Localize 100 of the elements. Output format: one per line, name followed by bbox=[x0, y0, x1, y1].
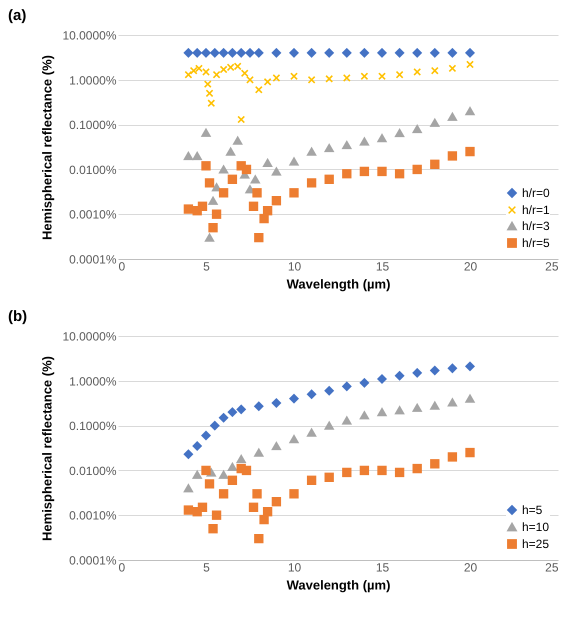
y-tick-label: 10.0000% bbox=[62, 330, 117, 344]
point bbox=[412, 48, 422, 58]
point bbox=[412, 368, 422, 378]
point bbox=[377, 134, 387, 142]
point bbox=[252, 489, 262, 498]
point bbox=[192, 48, 202, 58]
point bbox=[465, 48, 475, 58]
point bbox=[236, 454, 246, 464]
point bbox=[377, 374, 387, 384]
point bbox=[308, 76, 316, 84]
point bbox=[228, 407, 238, 417]
point bbox=[218, 470, 228, 479]
point bbox=[413, 68, 422, 76]
point bbox=[465, 146, 475, 156]
point bbox=[207, 99, 216, 108]
point bbox=[204, 479, 214, 489]
point bbox=[245, 48, 255, 58]
point bbox=[242, 466, 252, 476]
point bbox=[218, 48, 228, 58]
y-axis-title: Hemispherical reflectance (%) bbox=[39, 55, 54, 240]
point bbox=[378, 72, 386, 80]
point bbox=[289, 394, 299, 404]
point bbox=[234, 62, 242, 70]
point bbox=[342, 140, 352, 150]
x-tick-label: 15 bbox=[376, 260, 390, 274]
point bbox=[448, 452, 458, 462]
point bbox=[201, 161, 211, 171]
y-tick-label: 0.0001% bbox=[69, 554, 117, 568]
point bbox=[272, 497, 282, 506]
point bbox=[465, 448, 475, 458]
point bbox=[248, 502, 258, 512]
x-tick-label: 15 bbox=[376, 560, 390, 574]
point bbox=[184, 70, 192, 79]
point bbox=[184, 450, 194, 459]
point bbox=[272, 74, 280, 82]
point bbox=[228, 462, 238, 472]
point bbox=[412, 164, 422, 174]
point bbox=[325, 74, 334, 83]
y-tick-label: 0.0010% bbox=[69, 208, 117, 222]
point bbox=[360, 466, 370, 476]
point bbox=[324, 386, 334, 396]
point bbox=[198, 502, 208, 512]
point bbox=[226, 63, 235, 72]
point bbox=[430, 66, 439, 75]
point bbox=[430, 48, 440, 58]
point bbox=[430, 459, 440, 469]
point bbox=[448, 64, 456, 72]
x-tick-label: 25 bbox=[545, 260, 559, 274]
point bbox=[264, 78, 272, 86]
point bbox=[228, 476, 238, 486]
legend-label: h=10 bbox=[522, 520, 550, 534]
point bbox=[289, 157, 299, 166]
point bbox=[210, 48, 220, 58]
point bbox=[210, 420, 220, 430]
point bbox=[254, 48, 264, 58]
legend-label: h/r=1 bbox=[522, 203, 550, 217]
point bbox=[254, 534, 264, 544]
point bbox=[465, 394, 475, 403]
point bbox=[448, 398, 458, 407]
point bbox=[448, 151, 458, 161]
point bbox=[252, 188, 262, 198]
point bbox=[466, 60, 474, 68]
point bbox=[190, 66, 198, 75]
point bbox=[201, 466, 211, 476]
point bbox=[212, 183, 222, 192]
point bbox=[342, 169, 352, 178]
point bbox=[430, 160, 440, 169]
x-tick-label: 5 bbox=[203, 260, 210, 274]
point bbox=[262, 506, 272, 516]
point bbox=[306, 147, 316, 156]
legend-label: h/r=3 bbox=[522, 219, 550, 233]
point bbox=[208, 196, 218, 205]
legend-label: h/r=0 bbox=[522, 186, 550, 200]
x-tick-label: 25 bbox=[545, 560, 559, 574]
point bbox=[306, 428, 316, 437]
point bbox=[218, 413, 228, 422]
point bbox=[430, 366, 440, 376]
point bbox=[240, 69, 249, 78]
legend-label: h=5 bbox=[522, 503, 543, 517]
x-axis-title: Wavelength (µm) bbox=[286, 276, 390, 292]
point bbox=[360, 166, 370, 176]
point bbox=[342, 416, 352, 425]
point bbox=[204, 233, 214, 242]
point bbox=[342, 74, 351, 82]
point bbox=[237, 116, 246, 124]
point bbox=[324, 48, 334, 58]
point bbox=[360, 378, 370, 388]
point bbox=[272, 48, 282, 58]
x-tick-label: 0 bbox=[118, 260, 126, 274]
point bbox=[306, 48, 316, 58]
y-tick-label: 0.0001% bbox=[69, 252, 117, 266]
point bbox=[394, 169, 404, 178]
x-tick-label: 10 bbox=[288, 260, 302, 274]
point bbox=[412, 124, 422, 134]
point bbox=[228, 174, 238, 184]
point bbox=[465, 106, 475, 116]
point bbox=[259, 214, 269, 224]
point bbox=[236, 48, 246, 58]
x-tick-label: 5 bbox=[203, 560, 210, 574]
point bbox=[394, 48, 404, 58]
